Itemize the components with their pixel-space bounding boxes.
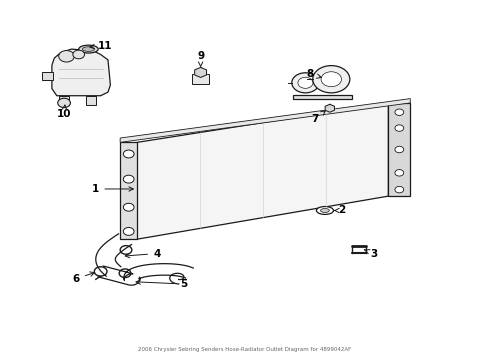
Polygon shape — [120, 99, 409, 142]
Circle shape — [123, 228, 134, 235]
Circle shape — [321, 72, 341, 87]
Bar — [42, 72, 53, 80]
Ellipse shape — [82, 47, 94, 51]
Circle shape — [394, 109, 403, 116]
Text: 1: 1 — [92, 184, 133, 194]
Polygon shape — [137, 103, 387, 239]
Circle shape — [312, 66, 349, 93]
Ellipse shape — [316, 207, 333, 215]
Circle shape — [123, 203, 134, 211]
Circle shape — [58, 98, 70, 108]
Polygon shape — [52, 49, 110, 96]
Circle shape — [123, 175, 134, 183]
Circle shape — [59, 50, 74, 62]
Ellipse shape — [320, 208, 329, 212]
Text: 4: 4 — [125, 248, 160, 258]
Circle shape — [394, 146, 403, 153]
Ellipse shape — [79, 45, 98, 53]
Circle shape — [394, 170, 403, 176]
Circle shape — [73, 50, 84, 59]
Text: 5: 5 — [136, 279, 187, 289]
Bar — [59, 96, 69, 105]
Circle shape — [291, 73, 319, 93]
Text: 11: 11 — [90, 41, 113, 50]
Text: 3: 3 — [364, 248, 377, 258]
Polygon shape — [325, 104, 334, 112]
Text: 2006 Chrysler Sebring Senders Hose-Radiator Outlet Diagram for 4899042AF: 2006 Chrysler Sebring Senders Hose-Radia… — [138, 347, 350, 352]
Polygon shape — [120, 142, 137, 239]
Circle shape — [123, 150, 134, 158]
Bar — [191, 74, 209, 84]
Polygon shape — [387, 103, 409, 196]
Circle shape — [297, 77, 312, 88]
Bar — [86, 96, 96, 105]
Text: 10: 10 — [57, 105, 71, 119]
Bar — [293, 95, 351, 99]
Polygon shape — [194, 67, 206, 77]
Circle shape — [394, 186, 403, 193]
Text: 9: 9 — [197, 51, 204, 67]
Text: 6: 6 — [73, 272, 94, 284]
Text: 8: 8 — [306, 69, 321, 79]
Circle shape — [394, 125, 403, 131]
Text: 2: 2 — [334, 206, 345, 216]
Text: 7: 7 — [311, 111, 325, 124]
